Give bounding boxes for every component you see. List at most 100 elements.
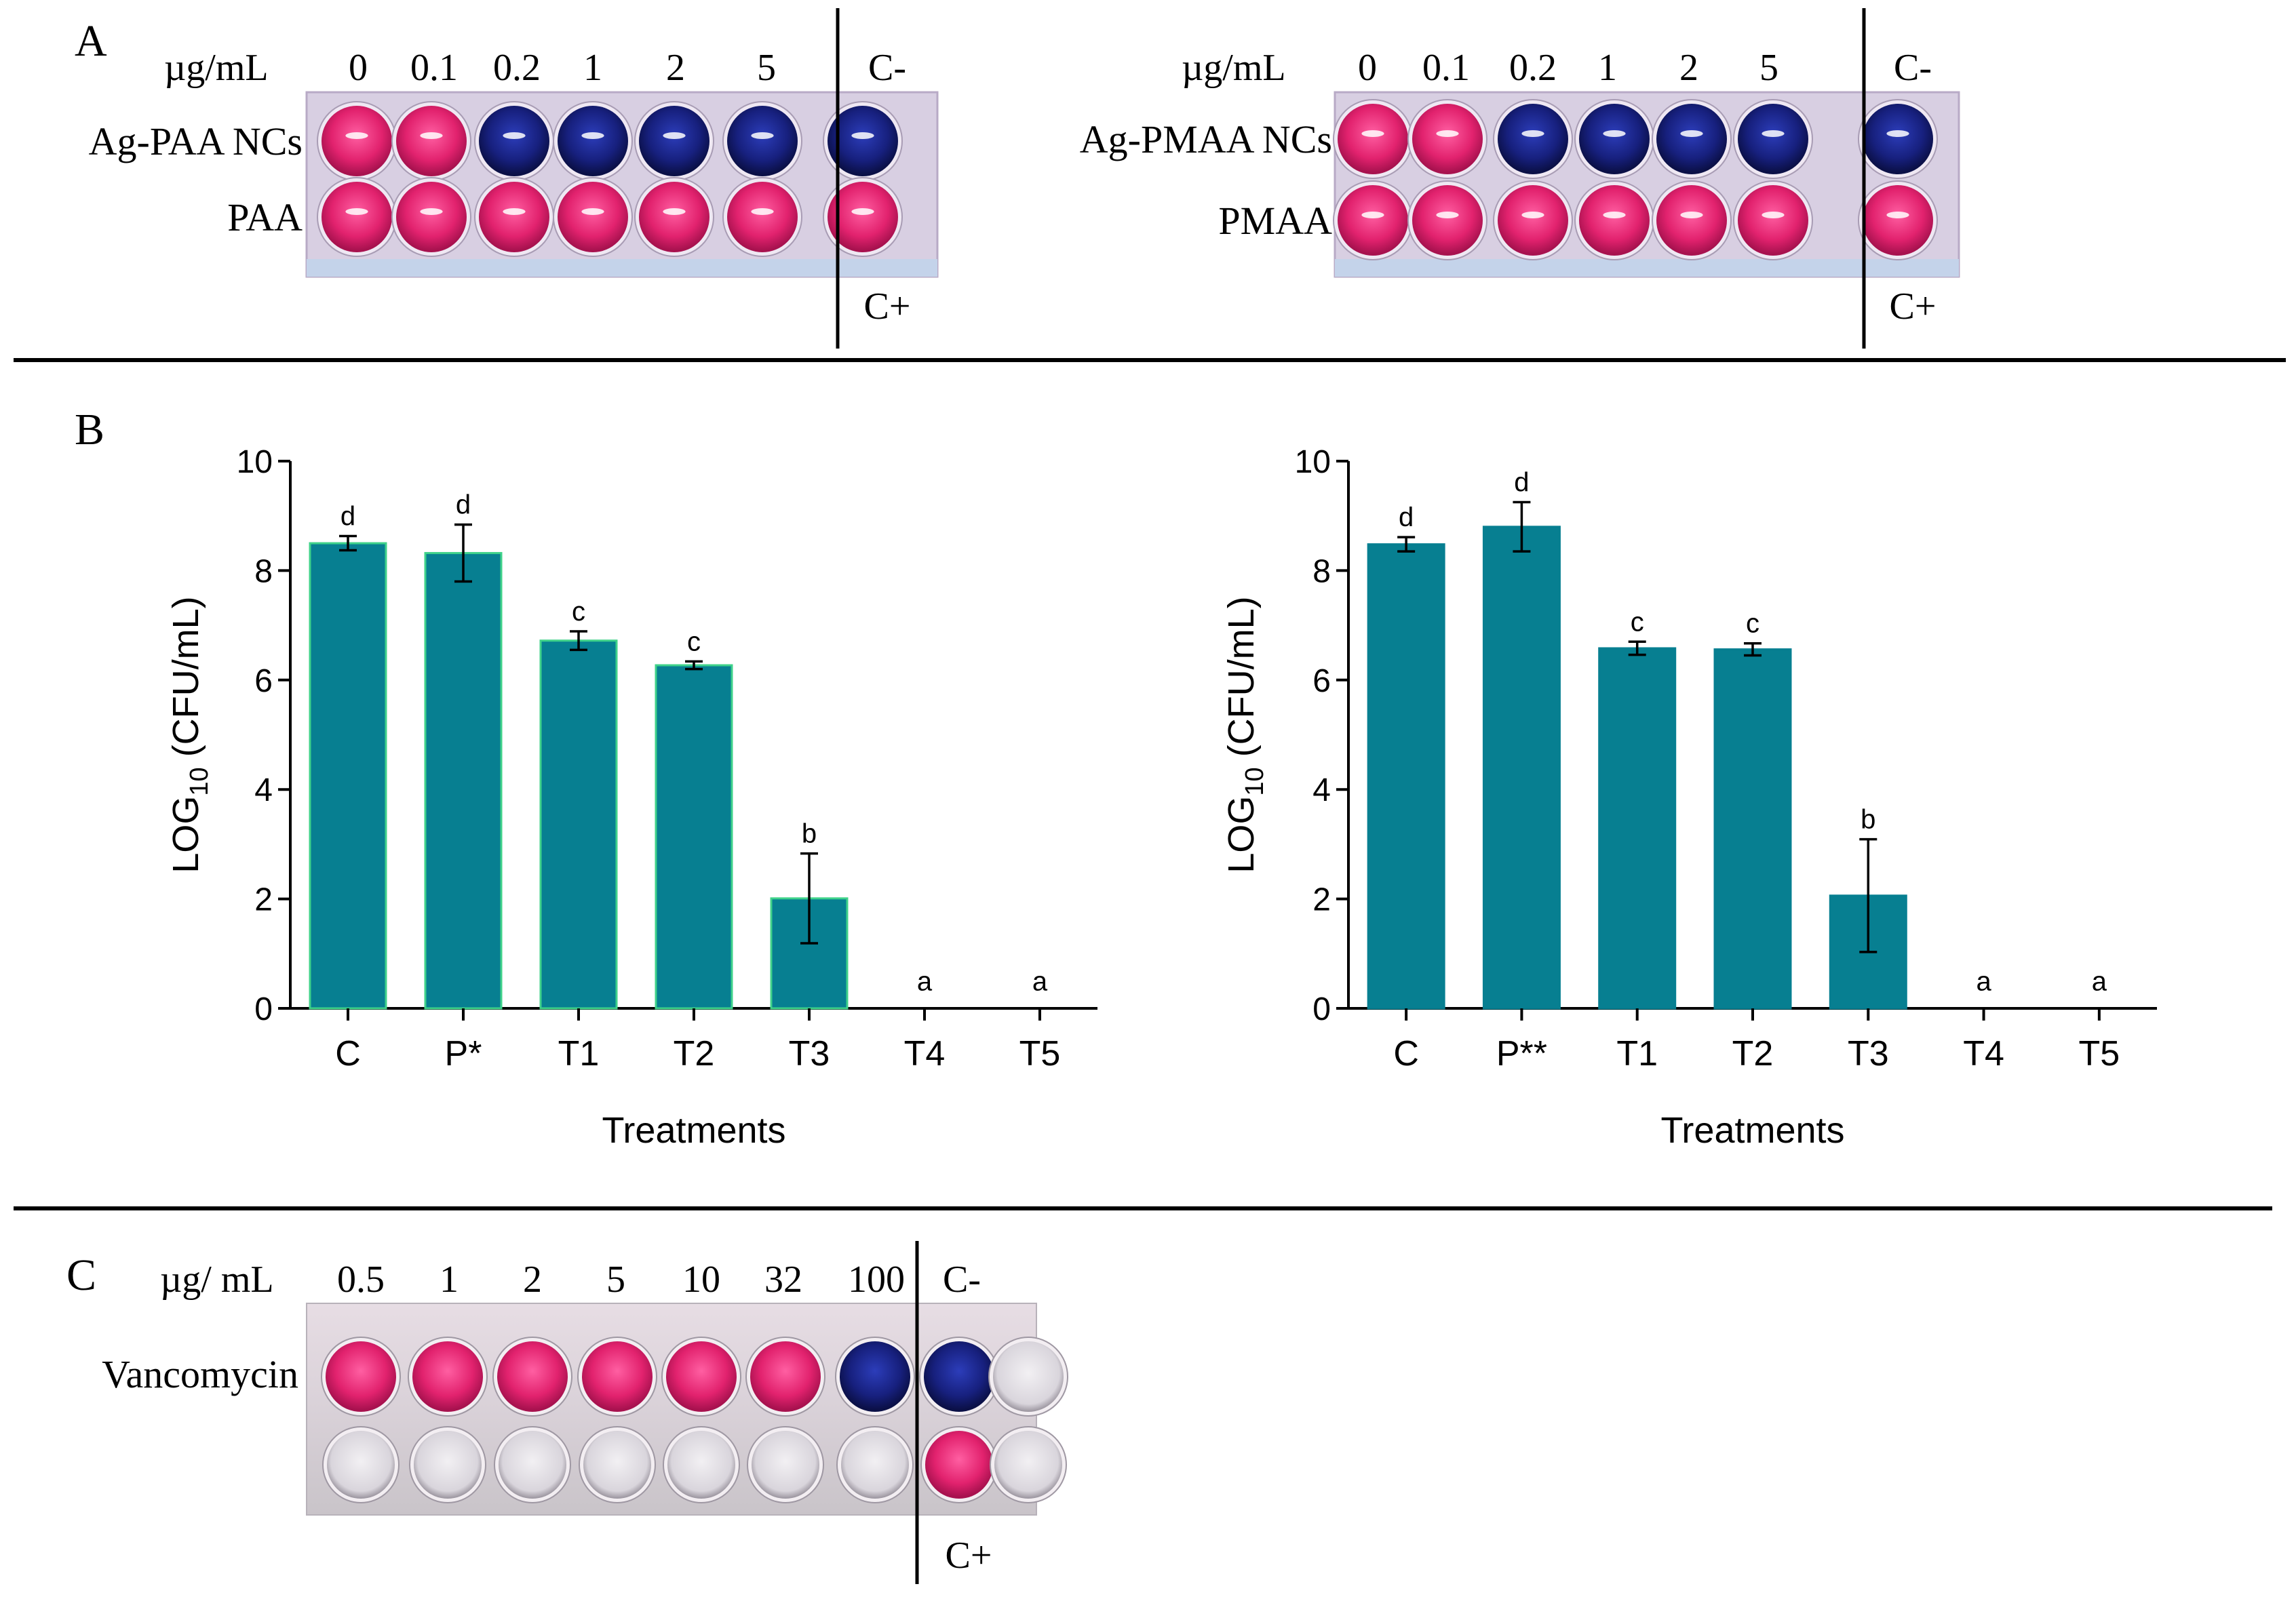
significance-letter: d <box>340 502 355 532</box>
concentration-label: 5 <box>1759 47 1778 89</box>
well-highlight <box>1361 130 1384 137</box>
bar <box>1367 543 1445 1010</box>
significance-letter: d <box>1514 468 1529 498</box>
well-blue <box>1863 104 1933 174</box>
y-tick-label: 2 <box>1312 882 1331 918</box>
well-pink <box>727 182 798 252</box>
significance-letter: b <box>802 819 817 849</box>
well-blue <box>924 1341 994 1412</box>
concentration-label: 2 <box>1679 47 1698 89</box>
y-tick-label: 10 <box>1295 444 1331 480</box>
well-highlight <box>663 208 686 215</box>
bar <box>539 639 618 1010</box>
row-label: PMAA <box>1218 199 1332 243</box>
y-axis-label-main: LOG <box>166 796 206 873</box>
well-highlight <box>420 208 443 215</box>
y-tick-label: 0 <box>254 991 273 1027</box>
concentration-label: 10 <box>682 1259 720 1301</box>
concentration-label: 5 <box>606 1259 625 1301</box>
concentration-label: 32 <box>764 1259 802 1301</box>
concentration-label: 0.1 <box>410 47 458 89</box>
well-blue <box>639 106 709 176</box>
y-tick-label: 8 <box>254 553 273 589</box>
significance-letter: b <box>1861 805 1875 835</box>
well-blue <box>840 1341 910 1412</box>
y-tick-label: 4 <box>1312 772 1331 808</box>
well-pink <box>1656 185 1727 256</box>
plate-c-vancomycin: µg/ mL 0.5 1 2 5 10 32 100 C- C+ Vancomycin <box>102 1241 1068 1584</box>
well-highlight <box>851 132 874 139</box>
well-pink <box>1863 185 1933 256</box>
row-label: Ag-PAA NCs <box>89 119 303 163</box>
y-axis-label: LOG10 (CFU/mL) <box>1221 596 1269 873</box>
significance-letter: c <box>1746 609 1759 639</box>
well-pink <box>396 182 467 252</box>
well-pink <box>326 1341 396 1412</box>
panel-letter-c: C <box>66 1250 96 1300</box>
x-tick-label: T4 <box>904 1034 946 1073</box>
well-empty <box>667 1431 735 1499</box>
x-tick-label: T3 <box>789 1034 830 1073</box>
well-highlight <box>1361 212 1384 218</box>
well-highlight <box>1603 212 1626 218</box>
well-empty <box>414 1431 482 1499</box>
well-pink <box>1338 185 1408 256</box>
x-axis-label: Treatments <box>602 1110 785 1151</box>
well-pink <box>1412 185 1483 256</box>
concentration-label: 2 <box>666 47 685 89</box>
plate-a-left: µg/mL 0 0.1 0.2 1 2 5 C- C+ Ag-PAA NCs PAA <box>89 8 939 349</box>
x-tick-label: T5 <box>2079 1034 2120 1073</box>
plate-edge <box>307 259 937 277</box>
y-tick-label: 8 <box>1312 553 1331 589</box>
well-pink <box>396 106 467 176</box>
well-empty <box>994 1431 1062 1499</box>
y-tick-label: 10 <box>237 444 273 480</box>
well-pink <box>1579 185 1650 256</box>
well-highlight <box>1886 212 1909 218</box>
well-blue <box>558 106 628 176</box>
unit-label: µg/mL <box>164 47 269 89</box>
row-label: Vancomycin <box>102 1352 298 1396</box>
concentration-label: 2 <box>523 1259 542 1301</box>
x-tick-label: T2 <box>1732 1034 1774 1073</box>
y-tick-label: 4 <box>254 772 273 808</box>
significance-letter: c <box>687 627 701 656</box>
concentration-label: 100 <box>848 1259 905 1301</box>
well-empty <box>752 1431 819 1499</box>
well-highlight <box>1521 212 1544 218</box>
plate-a-right: µg/mL 0 0.1 0.2 1 2 5 C- C+ Ag-PMAA NCs PMAA <box>1080 8 1960 349</box>
well-empty <box>841 1431 909 1499</box>
y-axis-label-main: LOG <box>1221 796 1262 873</box>
bar <box>655 664 733 1010</box>
bar <box>424 552 503 1010</box>
well-empty <box>327 1431 395 1499</box>
concentration-label: 0.2 <box>493 47 541 89</box>
x-tick-label: P** <box>1496 1034 1547 1073</box>
well-highlight <box>1436 130 1459 137</box>
plate-edge <box>1335 259 1959 277</box>
well-empty <box>499 1431 566 1499</box>
significance-letter: a <box>2092 967 2107 997</box>
concentration-label: 1 <box>583 47 602 89</box>
well-pink <box>479 182 549 252</box>
x-axis-label: Treatments <box>1660 1110 1844 1151</box>
significance-letter: d <box>1399 502 1414 532</box>
x-tick-label: T4 <box>1963 1034 2004 1073</box>
well-pink <box>322 182 392 252</box>
well-pink <box>322 106 392 176</box>
bar <box>1482 526 1561 1010</box>
well-blue <box>1738 104 1808 174</box>
well-highlight <box>503 132 526 139</box>
well-blue <box>479 106 549 176</box>
well-pink <box>412 1341 483 1412</box>
well-highlight <box>751 132 774 139</box>
row-label: PAA <box>227 195 303 239</box>
well-empty <box>583 1431 651 1499</box>
x-tick-label: T5 <box>1019 1034 1061 1073</box>
x-tick-label: T1 <box>558 1034 600 1073</box>
significance-letter: d <box>456 490 471 520</box>
x-tick-label: T2 <box>674 1034 715 1073</box>
